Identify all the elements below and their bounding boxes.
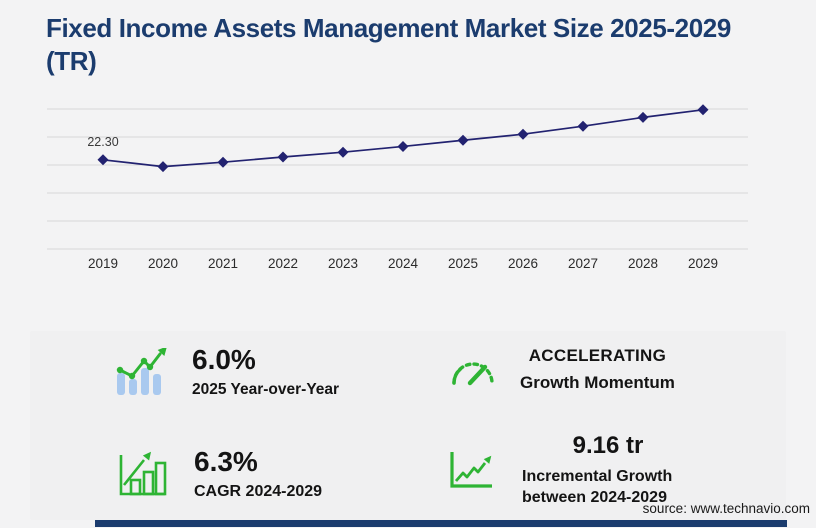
x-axis-label-2026: 2026: [508, 256, 538, 271]
kpi-cagr-value: 6.3%: [194, 446, 258, 477]
kpi-cagr: 6.3% CAGR 2024-2029: [118, 446, 322, 501]
x-axis-label-2029: 2029: [688, 256, 718, 271]
first-point-value-label: 22.30: [87, 135, 118, 149]
market-size-line-chart: 22.30 2019 2020 2021 2022 2023 2024 2025 2026 202…: [47, 104, 748, 271]
source-attribution: source: www.technavio.com: [642, 501, 810, 516]
kpi-yoy-label: 2025 Year-over-Year: [192, 381, 340, 398]
data-point-2027: [577, 120, 589, 132]
x-axis-labels: 2019 2020 2021 2022 2023 2024 2025 2026 2027 2028…: [88, 256, 718, 271]
x-axis-label-2028: 2028: [628, 256, 658, 271]
page-title-line2: (TR): [46, 46, 97, 76]
gauge-icon: [452, 361, 494, 385]
page-title: Fixed Income Assets Management Market Si…: [46, 12, 762, 78]
data-point-2023: [337, 146, 349, 158]
gridlines: [47, 108, 748, 250]
data-point-2028: [637, 111, 649, 123]
kpi-incremental-label-line1: Incremental Growth: [522, 468, 673, 485]
x-axis-label-2021: 2021: [208, 256, 238, 271]
x-axis-label-2024: 2024: [388, 256, 419, 271]
x-axis-label-2019: 2019: [88, 256, 118, 271]
series-line: [102, 108, 704, 168]
data-point-2029: [697, 104, 709, 116]
data-point-2022: [277, 151, 289, 163]
bar-growth-icon: [119, 451, 167, 495]
bottom-accent-bar: [95, 520, 787, 527]
kpi-momentum-label: Growth Momentum: [520, 373, 675, 392]
kpi-growth-momentum: ACCELERATING Growth Momentum: [450, 346, 675, 393]
kpi-yoy-growth: 6.0% 2025 Year-over-Year: [116, 344, 339, 399]
kpi-momentum-value: ACCELERATING: [528, 346, 667, 365]
x-axis-label-2022: 2022: [268, 256, 298, 271]
kpi-incremental-label-line2: between 2024-2029: [522, 489, 667, 506]
x-axis-label-2027: 2027: [568, 256, 598, 271]
x-axis-label-2023: 2023: [328, 256, 358, 271]
page-title-line1: Fixed Income Assets Management Market Si…: [46, 13, 731, 43]
data-point-2025: [457, 134, 469, 146]
kpi-incremental-growth: 9.16 tr Incremental Growth between 2024-…: [448, 432, 694, 508]
line-chart-growth-icon: [450, 452, 492, 488]
kpi-incremental-value: 9.16 tr: [572, 432, 644, 459]
kpi-cagr-label: CAGR 2024-2029: [194, 483, 323, 500]
x-axis-label-2020: 2020: [148, 256, 178, 271]
x-axis-label-2025: 2025: [448, 256, 478, 271]
kpi-yoy-value: 6.0%: [192, 344, 256, 375]
data-point-2026: [517, 128, 529, 140]
data-points: [97, 104, 709, 173]
data-point-2019: [97, 154, 109, 166]
data-point-2020: [157, 161, 169, 173]
data-point-2024: [397, 140, 409, 152]
bar-chart-trend-icon: [116, 347, 168, 395]
data-point-2021: [217, 156, 229, 168]
